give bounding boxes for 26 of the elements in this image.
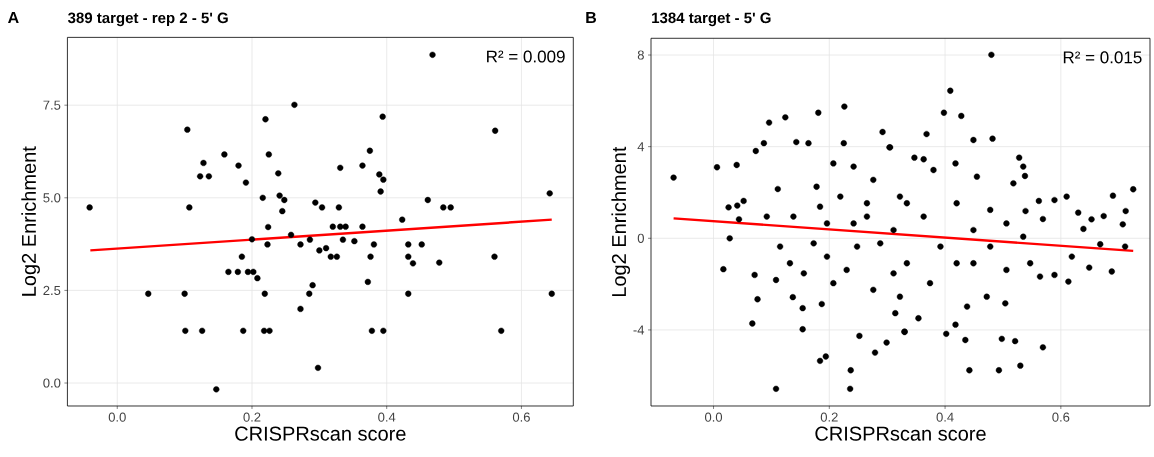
x-tick-label: 0.2 xyxy=(243,412,261,422)
x-tick-label: 0.6 xyxy=(512,412,530,422)
y-tick-label: 8 xyxy=(637,50,644,60)
chart-title: 389 target - rep 2 - 5' G xyxy=(67,12,228,27)
x-tick-label: 0.0 xyxy=(108,412,126,422)
y-tick-label: 7.5 xyxy=(43,100,61,110)
y-tick-label: 5.0 xyxy=(43,193,61,203)
y-tick-label: 2.5 xyxy=(43,285,61,296)
text: A xyxy=(8,11,19,23)
y-tick-label: 0 xyxy=(637,233,644,243)
annotation: R² = 0.009 xyxy=(487,50,565,63)
x-tick-label: 0.6 xyxy=(1052,412,1070,422)
annotation: R² = 0.015 xyxy=(1063,51,1142,64)
y-axis-title: Log2 Enrichment xyxy=(21,146,40,296)
x-axis-title: CRISPRscan score xyxy=(815,426,986,441)
x-axis-title: CRISPRscan score xyxy=(235,426,406,441)
y-tick-label: 4 xyxy=(637,142,645,152)
y-tick-label: 0.0 xyxy=(43,378,61,388)
y-tick-label: -4 xyxy=(633,325,645,335)
text: B xyxy=(586,11,597,23)
y-axis-title: Log2 Enrichment xyxy=(611,146,631,297)
chart-title: 1384 target - 5' G xyxy=(652,12,771,27)
x-tick-label: 0.0 xyxy=(704,412,723,422)
x-tick-label: 0.4 xyxy=(378,412,396,422)
x-tick-label: 0.4 xyxy=(936,412,954,422)
x-tick-label: 0.2 xyxy=(820,412,838,422)
